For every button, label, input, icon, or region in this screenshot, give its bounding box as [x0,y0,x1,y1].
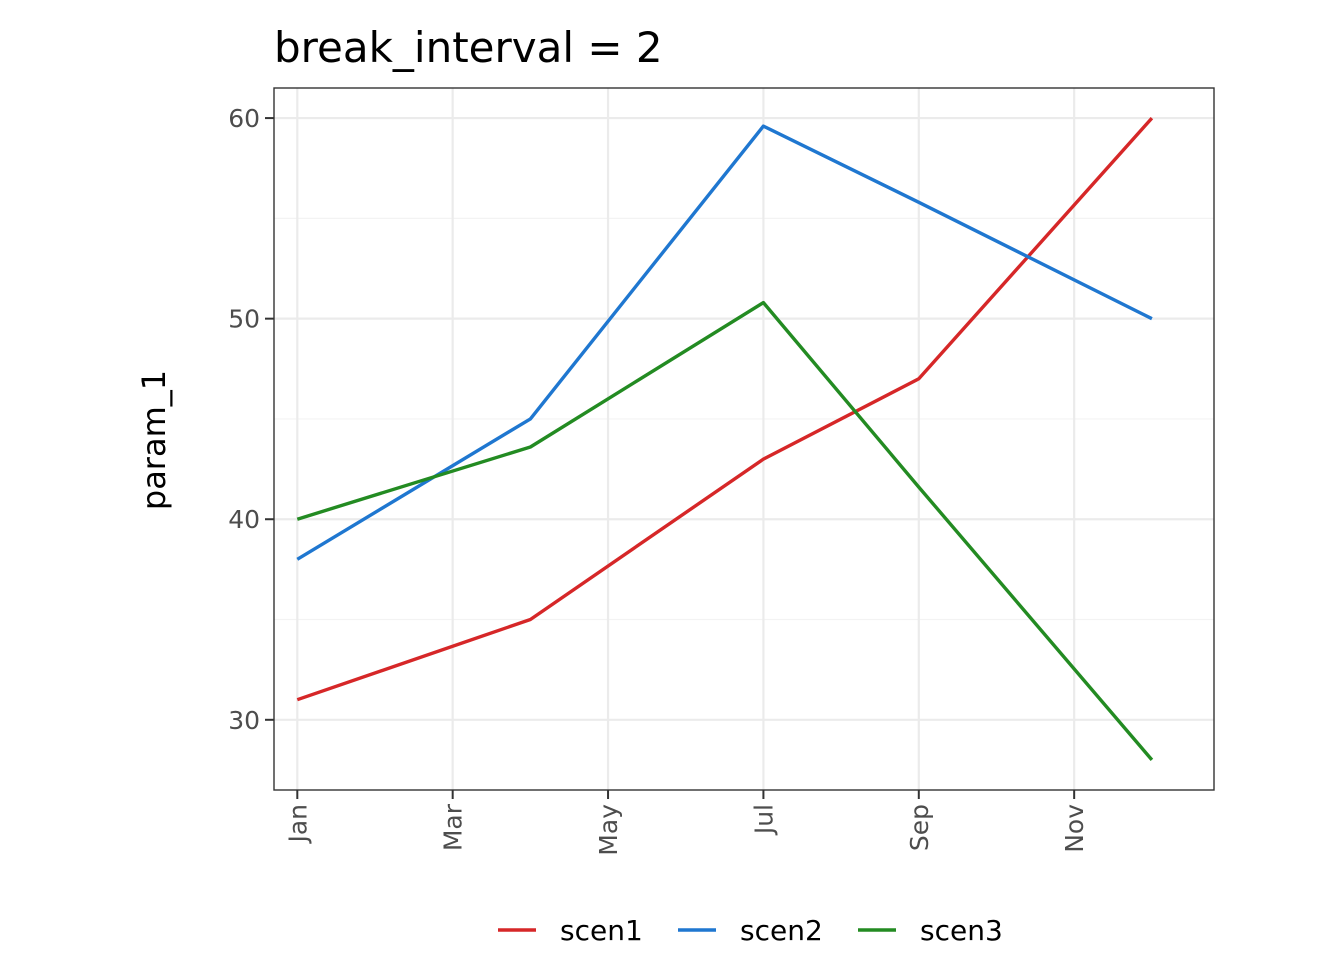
x-tick-label: Jan [283,804,312,845]
series-line-scen2 [296,124,1153,561]
legend-label-scen3: scen3 [920,914,1003,947]
series-line-scen1 [296,116,1154,702]
x-tick-label: Jul [749,804,778,836]
y-tick-label: 60 [228,104,260,133]
x-tick-label: May [594,804,623,856]
y-tick-label: 50 [228,305,260,334]
x-tick-label: Mar [439,803,468,851]
plot-panel [273,87,1215,791]
legend-label-scen1: scen1 [560,914,643,947]
y-tick-label: 30 [228,706,260,735]
series-lines [296,116,1154,762]
legend-label-scen2: scen2 [740,914,823,947]
series-line-scen3 [296,300,1154,762]
x-tick-label: Nov [1060,804,1089,853]
y-axis-label: param_1 [135,370,173,510]
chart-title: break_interval = 2 [274,23,663,72]
grid [274,88,1214,790]
axes: 30 40 50 60 Jan Mar May Jul Sep Nov [228,104,1089,856]
x-tick-label: Sep [905,804,934,851]
legend: scen1 scen2 scen3 [498,914,1003,947]
y-tick-label: 40 [228,505,260,534]
